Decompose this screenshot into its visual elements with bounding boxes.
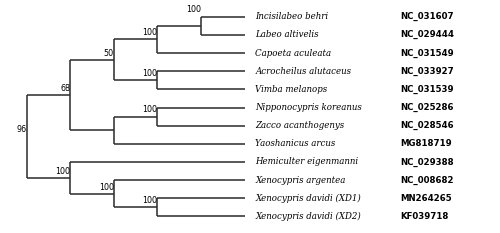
Text: NC_029388: NC_029388 [400,157,454,167]
Text: 96: 96 [16,125,26,134]
Text: KF039718: KF039718 [400,212,448,221]
Text: 100: 100 [142,105,158,114]
Text: Yaoshanicus arcus: Yaoshanicus arcus [256,139,336,148]
Text: NC_025286: NC_025286 [400,103,454,112]
Text: Nipponocypris koreanus: Nipponocypris koreanus [256,103,362,112]
Text: 100: 100 [186,4,201,14]
Text: Labeo altivelis: Labeo altivelis [256,31,319,39]
Text: NC_031607: NC_031607 [400,12,454,21]
Text: Hemiculter eigenmanni: Hemiculter eigenmanni [256,158,358,166]
Text: 68: 68 [60,84,70,93]
Text: NC_031539: NC_031539 [400,85,454,94]
Text: 100: 100 [55,167,70,176]
Text: MN264265: MN264265 [400,194,452,203]
Text: Xenocypris argentea: Xenocypris argentea [256,176,346,185]
Text: Xenocypris davidi (XD1): Xenocypris davidi (XD1) [256,194,361,203]
Text: 100: 100 [142,28,158,37]
Text: Incisilabeo behri: Incisilabeo behri [256,12,328,21]
Text: Acrocheilus alutaceus: Acrocheilus alutaceus [256,67,352,76]
Text: NC_033927: NC_033927 [400,67,454,76]
Text: MG818719: MG818719 [400,139,452,148]
Text: 100: 100 [142,69,158,78]
Text: 50: 50 [104,49,114,58]
Text: 100: 100 [99,182,114,192]
Text: NC_028546: NC_028546 [400,121,454,130]
Text: Vimba melanops: Vimba melanops [256,85,328,94]
Text: NC_008682: NC_008682 [400,175,454,185]
Text: 100: 100 [142,196,158,205]
Text: NC_031549: NC_031549 [400,48,454,58]
Text: Capoeta aculeata: Capoeta aculeata [256,48,332,58]
Text: Xenocypris davidi (XD2): Xenocypris davidi (XD2) [256,212,361,221]
Text: NC_029444: NC_029444 [400,30,454,39]
Text: Zacco acanthogenys: Zacco acanthogenys [256,121,344,130]
